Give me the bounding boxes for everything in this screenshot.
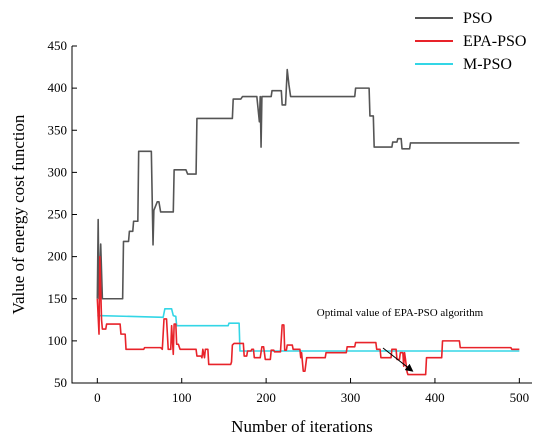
y-axis-ticks: 50 100 150 200 250 300 350 400 450 bbox=[48, 38, 77, 390]
annotation: Optimal value of EPA-PSO algorithm bbox=[317, 307, 484, 372]
x-tick-label: 100 bbox=[172, 390, 192, 405]
x-axis-title: Number of iterations bbox=[231, 417, 373, 436]
legend-label: EPA-PSO bbox=[463, 33, 526, 50]
annotation-arrow bbox=[382, 347, 414, 372]
y-tick-label: 300 bbox=[48, 164, 68, 179]
legend: PSO EPA-PSO M-PSO bbox=[415, 10, 526, 73]
y-tick-label: 100 bbox=[48, 333, 68, 348]
x-axis-ticks: 0 100 200 300 400 500 bbox=[94, 378, 529, 405]
series-line-m-pso bbox=[97, 308, 520, 352]
y-tick-label: 50 bbox=[54, 375, 67, 390]
x-tick-label: 300 bbox=[341, 390, 361, 405]
x-tick-label: 500 bbox=[510, 390, 530, 405]
y-tick-label: 200 bbox=[48, 249, 68, 264]
y-tick-label: 250 bbox=[48, 207, 68, 222]
x-tick-label: 400 bbox=[425, 390, 445, 405]
legend-label: PSO bbox=[463, 10, 492, 27]
legend-label: M-PSO bbox=[463, 56, 512, 73]
y-tick-label: 150 bbox=[48, 291, 68, 306]
y-tick-label: 350 bbox=[48, 122, 68, 137]
series-lines bbox=[96, 68, 520, 376]
plot-area: 50 100 150 200 250 300 350 400 450 0 100 200 300 400… bbox=[48, 38, 532, 405]
y-tick-label: 450 bbox=[48, 38, 68, 53]
annotation-text: Optimal value of EPA-PSO algorithm bbox=[317, 307, 484, 319]
y-tick-label: 400 bbox=[48, 80, 68, 95]
series-line-pso bbox=[96, 68, 520, 300]
y-axis-title: Value of energy cost function bbox=[9, 114, 28, 314]
x-tick-label: 200 bbox=[256, 390, 276, 405]
x-tick-label: 0 bbox=[94, 390, 101, 405]
